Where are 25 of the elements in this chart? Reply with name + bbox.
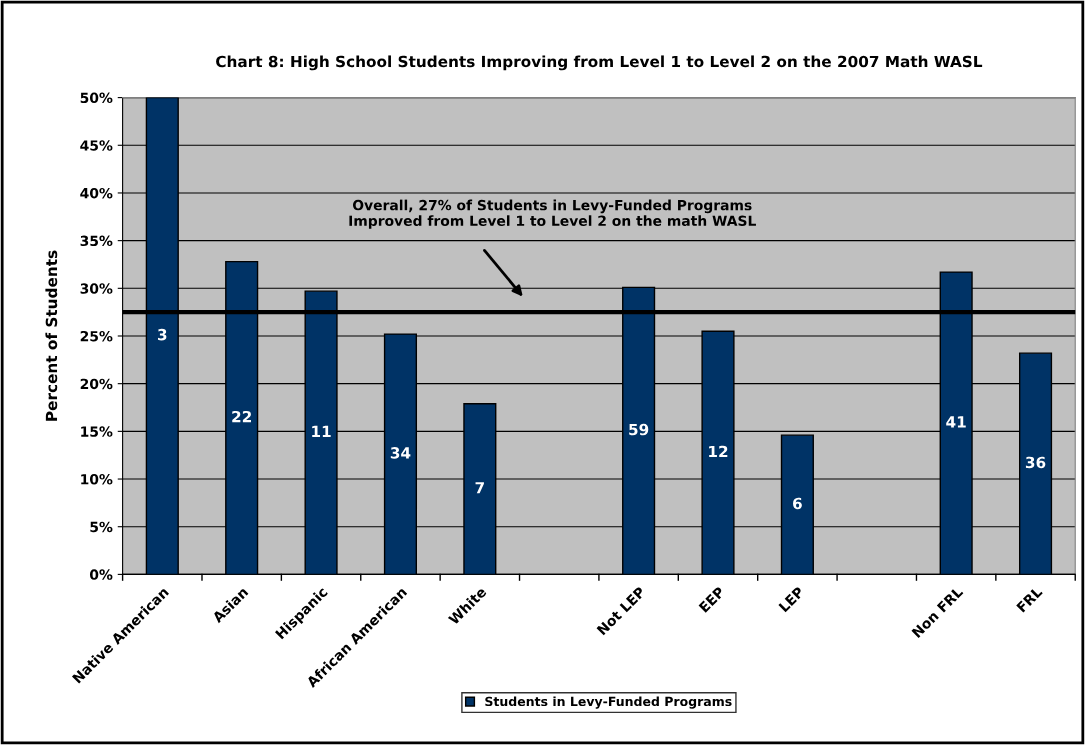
- y-tick-label: 30%: [80, 283, 113, 294]
- y-tick-label: 20%: [80, 378, 113, 390]
- y-tick-label: 35%: [80, 235, 113, 247]
- y-tick-label: 40%: [80, 187, 113, 199]
- annotation: 7: [475, 482, 484, 494]
- annotation: 41: [946, 416, 966, 428]
- y-tick-label: 5%: [90, 521, 113, 533]
- y-tick-label: 10%: [81, 474, 113, 485]
- y-tick-label: 0%: [89, 569, 113, 580]
- y-tick-label: 15%: [81, 426, 113, 437]
- legend-label: Students in Levy-Funded Programs: [485, 696, 732, 709]
- annotation: Overall, 27% of Students in Levy-Funded Programs Improved from Level 1 to Level 2 on the math WASL: [349, 199, 756, 229]
- annotation: 22: [232, 410, 251, 423]
- annotation: 34: [390, 447, 411, 459]
- y-tick-label: 50%: [80, 92, 113, 104]
- annotation: 59: [629, 423, 649, 436]
- annotation: 36: [1025, 456, 1046, 469]
- y-tick-label: 45%: [80, 140, 113, 151]
- annotation: 6: [793, 497, 802, 510]
- annotation: 12: [709, 445, 728, 458]
- annotation: 3: [158, 328, 167, 341]
- y-axis-title: Percent of Students: [45, 250, 58, 421]
- annotation: 11: [312, 425, 331, 437]
- y-tick-label: 25%: [80, 330, 113, 342]
- chart-title: Chart 8: High School Students Improving from Level 1 to Level 2 on the 2007 Math WASL: [216, 55, 983, 71]
